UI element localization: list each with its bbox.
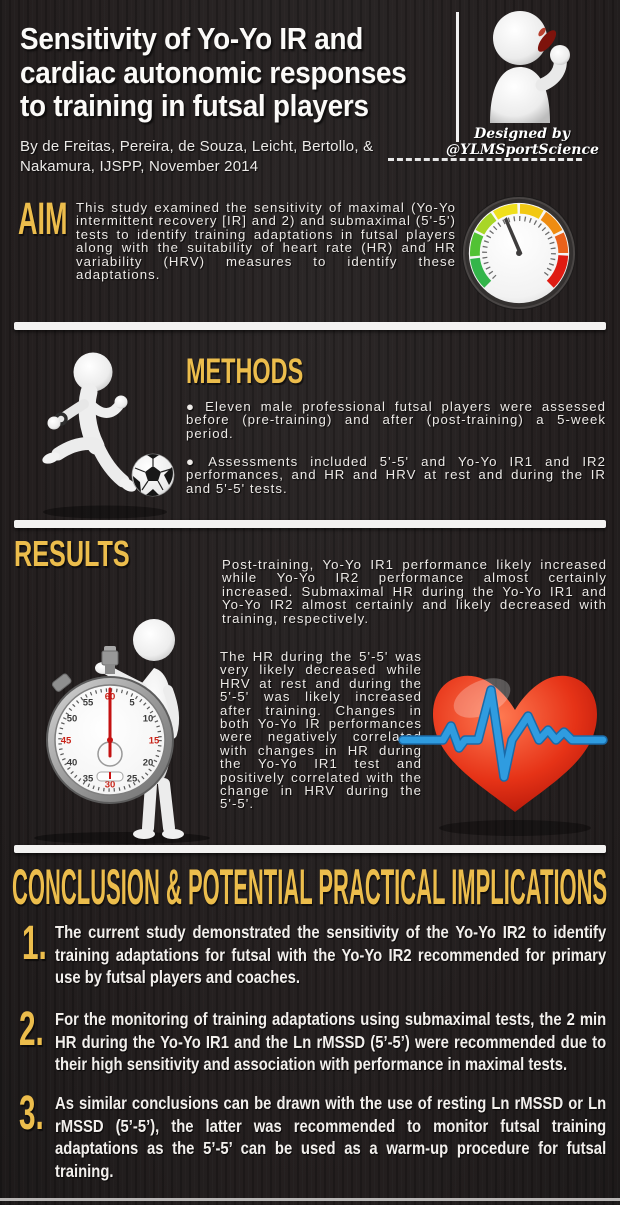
header-divider-line (456, 12, 459, 142)
conclusion-item-1-text: The current study demonstrated the sensi… (55, 922, 607, 987)
stopwatch-figure-icon: 60 5 10 15 20 25 30 35 40 45 50 55 (34, 619, 210, 844)
svg-text:15: 15 (149, 736, 160, 747)
svg-text:35: 35 (83, 774, 94, 785)
heart-ecg-icon (398, 675, 608, 836)
bullet-dot-icon: ● (186, 399, 200, 414)
conclusion-item-2-number: 2. (19, 1003, 44, 1056)
svg-text:55: 55 (83, 698, 94, 709)
byline: By de Freitas, Pereira, de Souza, Leicht… (20, 138, 374, 175)
conclusion-item-1-number: 1. (22, 917, 47, 970)
soccer-player-icon (42, 352, 175, 519)
methods-bullet-1: ● Eleven male professional futsal players… (186, 400, 606, 440)
svg-text:25: 25 (127, 774, 138, 785)
page-title-line-1: Sensitivity of Yo-Yo IR and (20, 21, 364, 56)
designer-credit: Designed by @YLMSportScience (446, 126, 599, 158)
designer-credit-line2: @YLMSportScience (446, 142, 599, 158)
svg-text:20: 20 (143, 758, 154, 769)
conclusion-title: CONCLUSION & POTENTIAL PRACTICAL IMPLICA… (12, 859, 608, 915)
svg-text:50: 50 (67, 714, 78, 725)
page-title-line-2: cardiac autonomic responses (20, 54, 407, 90)
writer-figure-icon (490, 11, 570, 123)
methods-bullet-1-text: Eleven male professional futsal players … (186, 399, 607, 441)
results-paragraph-2: The HR during the 5'-5' was very likely … (220, 649, 422, 812)
section-divider-3 (14, 845, 606, 853)
methods-bullet-2-text: Assessments included 5'-5' and Yo-Yo IR1… (186, 454, 606, 496)
section-divider-2 (14, 520, 606, 528)
stopwatch-side-button (51, 673, 72, 692)
stopwatch-dial-numbers: 60 5 10 15 20 25 30 35 40 45 50 55 (61, 692, 160, 791)
svg-text:45: 45 (61, 736, 72, 747)
page-title: Sensitivity of Yo-Yo IR and cardiac auto… (20, 22, 450, 123)
page-title-line-3: to training in futsal players (20, 88, 369, 123)
conclusion-item-2-text: For the monitoring of training adaptatio… (55, 1009, 607, 1074)
results-title: RESULTS (14, 533, 130, 574)
bottom-border-line (0, 1198, 620, 1201)
conclusion-item-3-text: As similar conclusions can be drawn with… (55, 1093, 607, 1181)
svg-text:10: 10 (143, 714, 154, 725)
aim-text: This study examined the sensitivity of m… (76, 200, 456, 283)
methods-title: METHODS (186, 352, 304, 391)
conclusion-item-3-number: 3. (19, 1087, 44, 1140)
designer-credit-line1: Designed by (474, 126, 570, 142)
section-divider-1 (14, 322, 606, 330)
svg-text:40: 40 (67, 758, 78, 769)
speedometer-gauge-icon (461, 195, 577, 311)
aim-label: AIM (18, 193, 68, 244)
header-dashed-line (388, 158, 582, 161)
svg-text:30: 30 (105, 780, 116, 791)
results-paragraph-1: Post-training, Yo-Yo IR1 performance lik… (222, 557, 607, 626)
bullet-dot-icon: ● (186, 454, 203, 469)
methods-bullet-2: ● Assessments included 5'-5' and Yo-Yo IR… (186, 455, 606, 495)
svg-text:5: 5 (129, 698, 135, 709)
